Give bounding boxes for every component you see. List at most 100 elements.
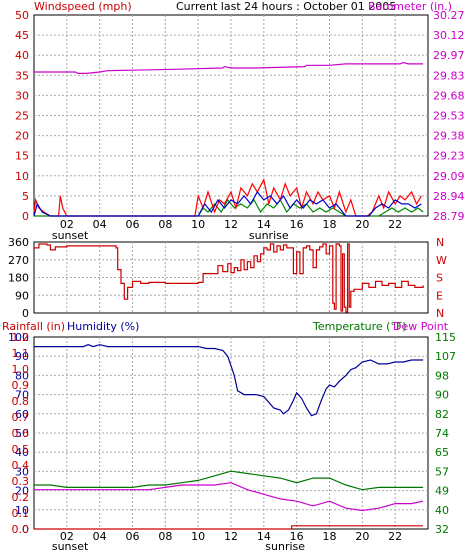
temperature-axis-label: Temperature (°F) (312, 320, 407, 333)
wind-ytick-0: 0 (22, 210, 29, 223)
wind-hour-tick-18: 18 (323, 218, 337, 231)
wind-ytick-15: 15 (15, 150, 29, 163)
humidity-hour-tick-04: 04 (93, 530, 107, 543)
barometer-ytick-9: 30.12 (433, 29, 465, 42)
humidity-ytick-20: 20 (15, 485, 29, 498)
wind-ytick-5: 5 (22, 190, 29, 203)
dewpoint-series (34, 482, 424, 512)
barometer-ytick-2: 29.09 (433, 170, 465, 183)
humidity-ytick-50: 50 (15, 427, 29, 440)
barometer-ytick-5: 29.53 (433, 110, 465, 123)
avg-wind-series (33, 190, 422, 217)
direction-ytick-180: 180 (8, 272, 29, 285)
rain-ytick-8: 0.8 (12, 395, 30, 408)
barometer-ytick-0: 28.79 (433, 210, 465, 223)
wind-hour-tick-14: 14 (257, 218, 271, 231)
humidity-sunset-label: sunset (52, 540, 89, 552)
wind-direction-series (34, 243, 424, 313)
barometer-ytick-4: 29.38 (433, 130, 465, 143)
humidity-hour-tick-12: 12 (224, 530, 238, 543)
rain-ytick-2: 0.2 (12, 491, 30, 504)
wind-hour-tick-20: 20 (355, 218, 369, 231)
humidity-ytick-0: 0 (22, 523, 29, 536)
direction-ytick-360: 360 (8, 236, 29, 249)
rain-ytick-1: 0.1 (12, 507, 30, 520)
direction-compass-1: E (436, 289, 443, 302)
wind-hour-tick-04: 04 (93, 218, 107, 231)
rain-ytick-5: 0.5 (12, 443, 30, 456)
temperature-ytick-107: 107 (435, 350, 456, 363)
wind-ytick-20: 20 (15, 130, 29, 143)
temperature-ytick-115: 115 (435, 331, 456, 344)
barometer-ytick-8: 29.97 (433, 49, 465, 62)
wind-ytick-30: 30 (15, 89, 29, 102)
rainfall-series (34, 525, 424, 530)
wind-ytick-45: 45 (15, 29, 29, 42)
temperature-ytick-32: 32 (435, 523, 449, 536)
direction-ytick-90: 90 (15, 289, 29, 302)
direction-compass-4: N (436, 236, 444, 249)
humidity-ytick-90: 90 (15, 350, 29, 363)
humidity-ytick-70: 70 (15, 389, 29, 402)
chart-title: Current last 24 hours : October 01 2005 (176, 0, 396, 13)
temperature-ytick-74: 74 (435, 427, 449, 440)
barometer-ytick-10: 30.27 (433, 9, 465, 22)
humidity-ytick-10: 10 (15, 504, 29, 517)
humidity-hour-tick-08: 08 (158, 530, 172, 543)
humidity-hour-tick-20: 20 (355, 530, 369, 543)
temperature-ytick-40: 40 (435, 504, 449, 517)
wind-ytick-25: 25 (15, 110, 29, 123)
wind-hour-tick-10: 10 (191, 218, 205, 231)
rain-ytick-4: 0.4 (12, 459, 30, 472)
humidity-hour-tick-14: 14 (257, 530, 271, 543)
humidity-ytick-60: 60 (15, 408, 29, 421)
direction-compass-3: W (436, 254, 447, 267)
humidity-axis-label: Humidity (%) (67, 320, 139, 333)
humidity-ytick-40: 40 (15, 446, 29, 459)
temperature-ytick-57: 57 (435, 465, 449, 478)
barometer-ytick-3: 29.23 (433, 150, 465, 163)
wind-hour-tick-06: 06 (126, 218, 140, 231)
wind-hour-tick-08: 08 (158, 218, 172, 231)
rain-ytick-0: 0.0 (12, 523, 30, 536)
wind-ytick-50: 50 (15, 9, 29, 22)
barometer-ytick-6: 29.68 (433, 89, 465, 102)
direction-compass-2: S (436, 272, 443, 285)
temperature-ytick-98: 98 (435, 369, 449, 382)
wind-sunrise-label: sunrise (249, 229, 289, 242)
rain-ytick-6: 0.6 (12, 427, 30, 440)
temperature-series (34, 470, 424, 491)
humidity-hour-tick-16: 16 (290, 530, 304, 543)
humidity-sunrise-label: sunrise (265, 540, 305, 552)
humidity-ytick-80: 80 (15, 369, 29, 382)
wind-hour-tick-22: 22 (388, 218, 402, 231)
rain-ytick-7: 0.7 (12, 411, 30, 424)
humidity-hour-tick-22: 22 (388, 530, 402, 543)
barometer-ytick-7: 29.83 (433, 69, 465, 82)
rainfall-axis-label: Rainfall (in) (2, 320, 65, 333)
rain-ytick-9: 0.9 (12, 379, 30, 392)
temperature-ytick-82: 82 (435, 408, 449, 421)
humidity-ytick-30: 30 (15, 465, 29, 478)
wind-ytick-40: 40 (15, 49, 29, 62)
rain-ytick-12: 1.2 (12, 331, 30, 344)
rain-ytick-11: 1.1 (12, 347, 30, 360)
rain-ytick-10: 1.0 (12, 363, 30, 376)
wind-ytick-35: 35 (15, 69, 29, 82)
humidity-hour-tick-18: 18 (323, 530, 337, 543)
wind-sunset-label: sunset (52, 229, 89, 242)
dewpoint-axis-label: Dew Point (393, 320, 449, 333)
humidity-ytick-100: 100 (8, 331, 29, 344)
barometer-series (34, 61, 424, 75)
barometer-axis-label: Barometer (in.) (368, 0, 452, 13)
humidity-hour-tick-06: 06 (126, 530, 140, 543)
direction-ytick-0: 0 (22, 307, 29, 320)
temperature-ytick-49: 49 (435, 485, 449, 498)
humidity-hour-tick-10: 10 (191, 530, 205, 543)
rain-ytick-3: 0.3 (12, 475, 30, 488)
windspeed-axis-label: Windspeed (mph) (34, 0, 132, 13)
wind-hour-tick-16: 16 (290, 218, 304, 231)
barometer-ytick-1: 28.94 (433, 190, 465, 203)
